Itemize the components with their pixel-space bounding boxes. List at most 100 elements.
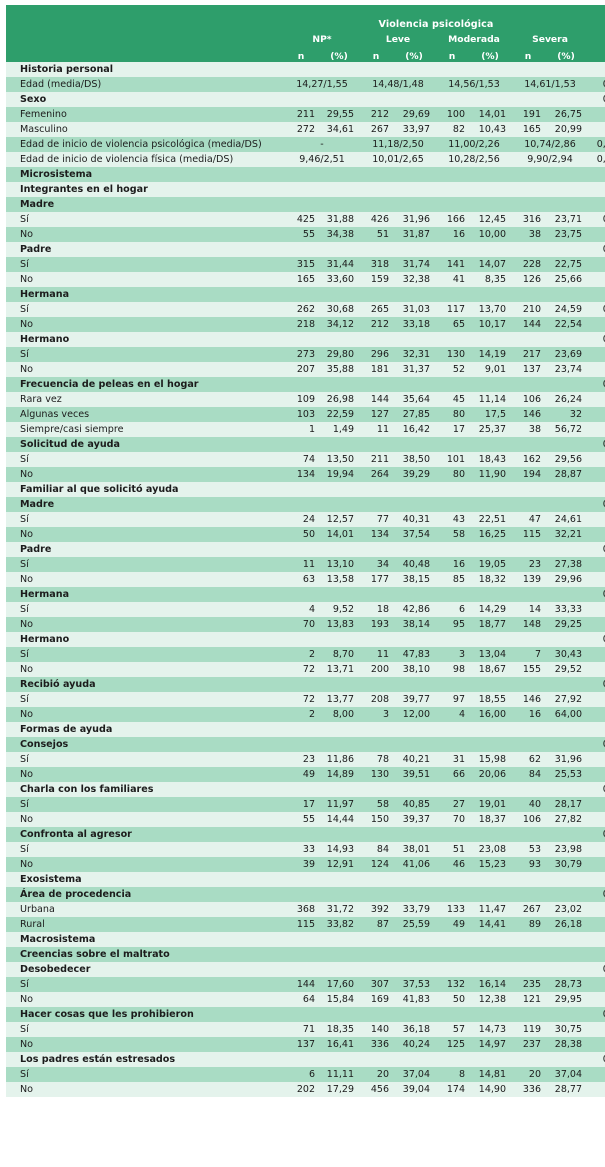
table-row: Rara vez 109 26,98 144 35,64 45 11,14 106 26,24 [6,392,605,407]
cell-pct: 24,61 [544,512,588,527]
cell-p-value [588,452,605,467]
cell-pct: 14,89 [318,767,360,782]
cell-n: 89 [512,917,544,932]
cell-empty-span [284,437,588,452]
cell-p-value: 0,489 [588,1052,605,1067]
cell-p-value [588,482,605,497]
cell-empty-span [284,62,588,77]
cell-n: 11 [284,557,318,572]
cell-pct: 13,50 [318,452,360,467]
cell-n: 11 [360,647,392,662]
cell-pct: 31,44 [318,257,360,272]
cell-pct: 17,60 [318,977,360,992]
cell-pct: 23,08 [468,842,512,857]
cell-p-value [588,62,605,77]
cell-pct: 40,31 [392,512,436,527]
cell-pct: 28,73 [544,977,588,992]
header-category-severa: Severa [512,30,588,45]
cell-n: 202 [284,1082,318,1097]
cell-n: 4 [436,707,468,722]
cell-n: 137 [512,362,544,377]
cell-n: 84 [360,842,392,857]
header-p-label: p [588,30,605,62]
cell-n: 155 [512,662,544,677]
cell-n: 66 [436,767,468,782]
cell-pct: 13,83 [318,617,360,632]
cell-p-value [588,857,605,872]
cell-n: 115 [512,527,544,542]
cell-p-value [588,947,605,962]
cell-empty-span [284,377,588,392]
cell-n: 191 [512,107,544,122]
cell-n: 55 [284,227,318,242]
cell-pct: 38,50 [392,452,436,467]
row-label: Macrosistema [6,932,284,947]
cell-pct: 29,96 [544,572,588,587]
row-label: No [6,662,284,677]
cell-n: 55 [284,812,318,827]
row-label: Sí [6,752,284,767]
cell-n: 165 [284,272,318,287]
header-sub-n-severa: n [512,45,544,62]
table-row: Recibió ayuda 0,001 [6,677,605,692]
cell-n: 16 [512,707,544,722]
cell-n: 177 [360,572,392,587]
cell-n: 6 [284,1067,318,1082]
row-label: Sí [6,692,284,707]
cell-n: 103 [284,407,318,422]
cell-pct: 9,01 [468,362,512,377]
cell-n: 1 [284,422,318,437]
cell-pct: 35,88 [318,362,360,377]
cell-n: 46 [436,857,468,872]
cell-n: 200 [360,662,392,677]
cell-pct: 22,51 [468,512,512,527]
cell-p-value [588,872,605,887]
cell-p-value: 0,0388 [588,152,605,167]
header-sub-pct-moderada: (%) [468,45,512,62]
cell-pct: 8,70 [318,647,360,662]
cell-p-value: 0,001 [588,437,605,452]
table-row: Padre 0,014 [6,242,605,257]
cell-n: 237 [512,1037,544,1052]
cell-pct: 29,56 [544,452,588,467]
cell-n: 40 [512,797,544,812]
cell-pct: 39,37 [392,812,436,827]
cell-empty-span [284,497,588,512]
cell-pct: 28,17 [544,797,588,812]
cell-n: 267 [512,902,544,917]
cell-pct: 39,51 [392,767,436,782]
cell-p-value [588,257,605,272]
row-label: No [6,1037,284,1052]
cell-pct: 18,67 [468,662,512,677]
cell-pct: 16,14 [468,977,512,992]
cell-p-value: 0,1456 [588,137,605,152]
cell-pct: 33,97 [392,122,436,137]
cell-n: 49 [284,767,318,782]
cell-pct: 1,49 [318,422,360,437]
cell-n: 181 [360,362,392,377]
table-row: Sí 71 18,35 140 36,18 57 14,73 119 30,75 [6,1022,605,1037]
row-label: Urbana [6,902,284,917]
cell-n: 45 [436,392,468,407]
table-row: No 202 17,29 456 39,04 174 14,90 336 28,77 [6,1082,605,1097]
cell-p-value [588,902,605,917]
cell-n: 133 [436,902,468,917]
cell-pct: 38,14 [392,617,436,632]
cell-mean-sd: 14,27/1,55 [284,77,360,92]
cell-mean-sd: 9,90/2,94 [512,152,588,167]
row-label: No [6,572,284,587]
cell-pct: 30,75 [544,1022,588,1037]
cell-n: 80 [436,467,468,482]
header-sub-n-np: n [284,45,318,62]
cell-pct: 14,81 [468,1067,512,1082]
cell-p-value [588,917,605,932]
cell-pct: 31,96 [544,752,588,767]
cell-p-value: 0,100 [588,302,605,317]
cell-pct: 31,88 [318,212,360,227]
cell-pct: 28,38 [544,1037,588,1052]
row-label: Sí [6,1022,284,1037]
row-label: Sí [6,257,284,272]
row-label: No [6,617,284,632]
row-label: No [6,467,284,482]
